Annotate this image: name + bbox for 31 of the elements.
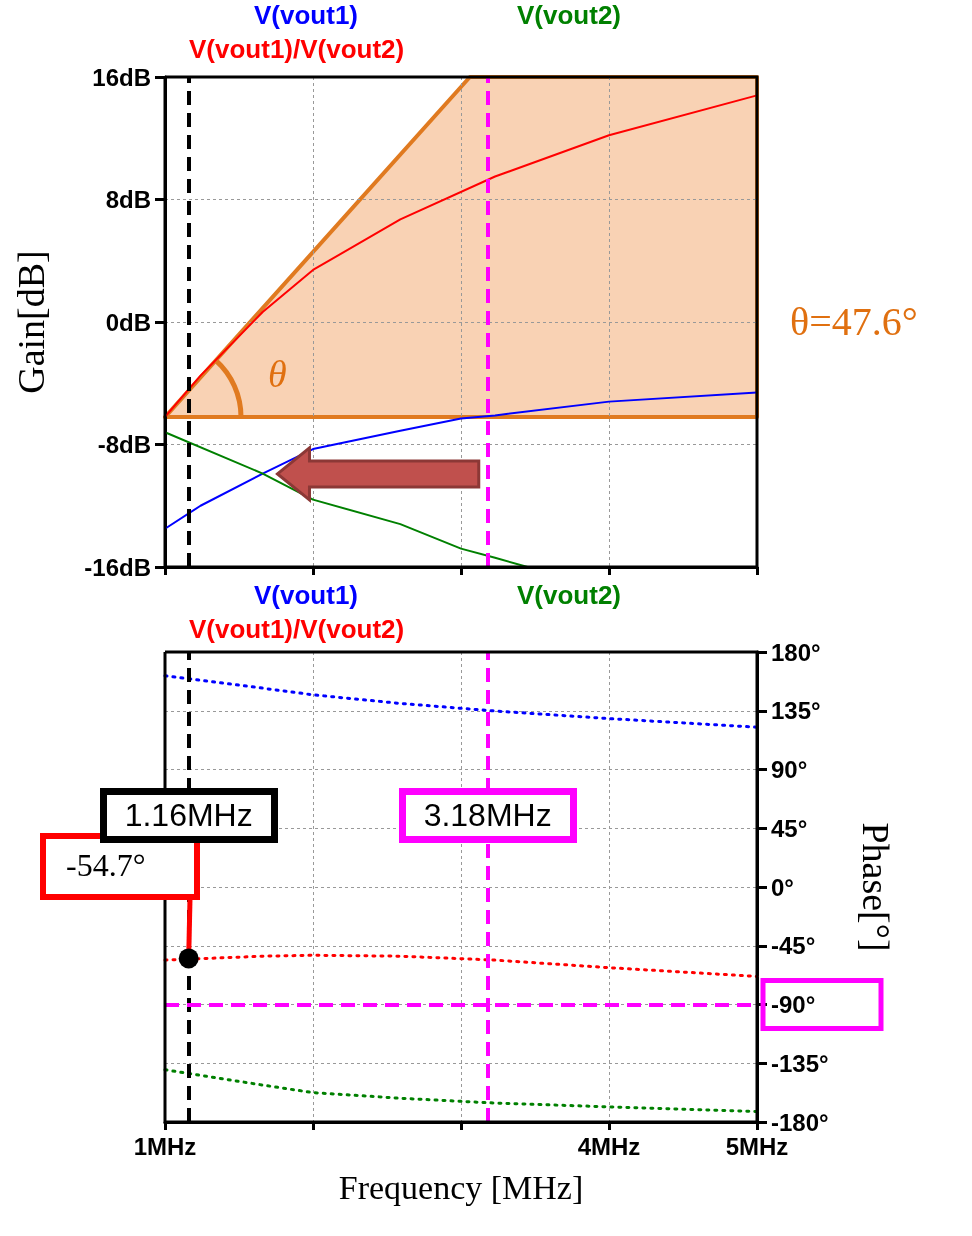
text: V(vout2) [517, 0, 621, 30]
y-tick-label: -8dB [97, 431, 151, 458]
x-tick-label: 4MHz [577, 1132, 641, 1160]
ref-line-label: 3.18MHz [398, 788, 577, 844]
text: V(vout2) [517, 580, 621, 610]
y-tick-label: 135° [771, 697, 821, 725]
text: θ=47.6° [790, 298, 918, 345]
text: V(vout1)/V(vout2) [189, 614, 405, 644]
text: V(vout1) [254, 580, 358, 610]
x-axis-title: Frequency [MHz] [338, 1168, 584, 1206]
ref-line-label: 1.16MHz [99, 788, 278, 844]
x-tick-label: 1MHz [133, 1132, 197, 1160]
y-tick-label: 45° [771, 814, 808, 842]
y-tick-label: 16dB [92, 63, 151, 91]
text: V(vout1) [254, 0, 358, 30]
y-axis-title: Phase[°] [855, 822, 897, 952]
y-axis-title: Gain[dB] [10, 250, 52, 394]
y-tick-label: -45° [771, 932, 816, 960]
text: V(vout1)/V(vout2) [189, 34, 405, 64]
y-tick-label: 0° [771, 873, 794, 901]
y-tick-label: 180° [771, 638, 821, 666]
y-tick-label: 0dB [105, 308, 151, 336]
y-tick-label: 90° [771, 756, 808, 783]
line-series [164, 431, 529, 568]
y-tick-label: 8dB [105, 186, 151, 213]
annotation: θ [268, 352, 287, 396]
y-tick-label: -16dB [84, 553, 151, 581]
y-tick-label: -90° [771, 991, 816, 1018]
line-series [164, 391, 758, 530]
y-tick-label: -135° [771, 1049, 829, 1077]
annotation: -54.7° [40, 833, 200, 901]
